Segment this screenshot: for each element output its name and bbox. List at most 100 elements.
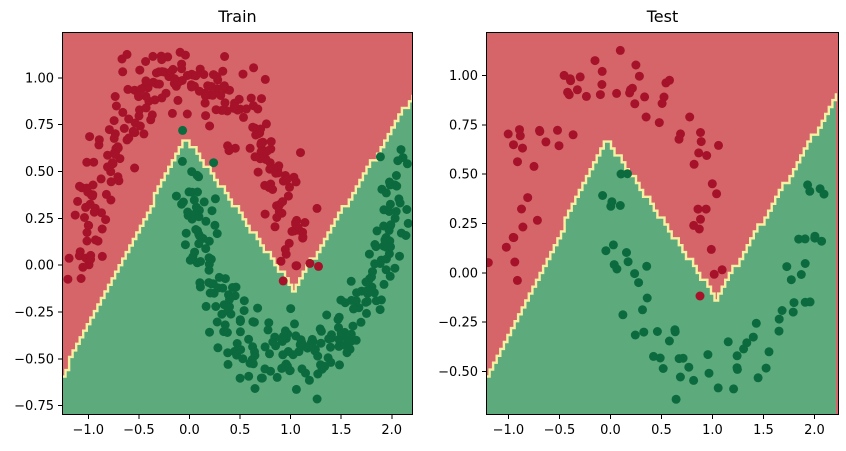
decision-boundary-line: [62, 94, 413, 378]
data-point: [191, 202, 201, 212]
data-point: [236, 316, 245, 326]
data-point: [118, 107, 128, 117]
data-point: [190, 209, 200, 219]
data-point: [260, 209, 270, 219]
data-point: [654, 118, 664, 128]
data-point: [581, 91, 591, 101]
y-tick-label: 0.75: [449, 118, 478, 133]
data-point: [370, 259, 380, 269]
data-point: [751, 318, 761, 328]
data-point: [777, 306, 787, 315]
x-tick-label: 1.0: [702, 423, 723, 438]
data-point: [218, 283, 228, 293]
data-point: [634, 71, 644, 81]
data-point: [379, 205, 389, 215]
data-point: [608, 240, 618, 250]
data-point: [180, 240, 190, 250]
data-point: [286, 304, 296, 314]
data-point: [239, 112, 248, 122]
data-point: [210, 220, 220, 230]
data-point: [282, 175, 292, 185]
data-point: [532, 215, 542, 225]
data-point: [213, 343, 223, 353]
data-point: [113, 172, 123, 182]
data-point: [291, 220, 301, 229]
y-tick-label: 1.00: [449, 69, 478, 84]
data-point: [695, 291, 705, 301]
data-point: [256, 124, 266, 134]
data-point: [235, 373, 245, 383]
data-point: [80, 213, 89, 222]
data-point: [239, 296, 249, 306]
data-point: [707, 179, 717, 189]
data-point: [228, 283, 237, 292]
data-point: [190, 247, 200, 257]
data-point: [739, 344, 749, 354]
data-point: [375, 152, 385, 162]
data-point: [204, 259, 214, 269]
data-point: [167, 108, 177, 118]
data-point: [315, 324, 325, 334]
data-point: [266, 137, 276, 147]
data-point: [748, 332, 758, 342]
data-point: [634, 278, 644, 288]
data-point: [124, 133, 134, 143]
data-point: [630, 99, 640, 109]
data-point: [181, 228, 191, 238]
data-point: [123, 84, 133, 94]
data-point: [510, 257, 520, 267]
data-point: [326, 342, 335, 352]
data-point: [141, 91, 151, 101]
data-point: [348, 321, 358, 331]
data-point: [119, 123, 129, 133]
data-point: [229, 102, 239, 112]
data-point: [281, 249, 291, 259]
x-tick-label: 0.5: [230, 423, 251, 438]
data-point: [222, 328, 232, 337]
data-point: [631, 60, 641, 70]
data-point: [223, 348, 233, 358]
data-point: [287, 226, 297, 236]
y-tick-label: −0.50: [438, 365, 478, 380]
data-point: [640, 92, 650, 102]
data-point: [212, 72, 222, 82]
data-point: [800, 259, 810, 268]
data-point: [103, 150, 113, 160]
data-point: [693, 204, 703, 214]
data-point: [219, 81, 229, 91]
data-point: [75, 181, 84, 191]
data-point: [296, 335, 306, 345]
data-point: [110, 92, 120, 101]
data-point: [122, 49, 132, 59]
data-point: [671, 394, 681, 404]
data-point: [82, 183, 92, 193]
data-point: [199, 70, 209, 79]
data-point: [395, 251, 404, 261]
data-point: [246, 93, 256, 103]
data-point: [141, 76, 151, 86]
data-point: [717, 265, 727, 275]
data-point: [89, 157, 99, 167]
data-point: [352, 288, 362, 298]
data-point: [97, 224, 107, 234]
data-point: [128, 126, 138, 136]
data-point: [195, 231, 205, 241]
axes-frame: [486, 32, 839, 415]
data-point: [704, 368, 714, 378]
data-point: [713, 383, 723, 393]
data-point: [761, 363, 771, 373]
test-plot-title: Test: [646, 7, 679, 26]
data-point: [187, 82, 196, 92]
data-point: [253, 167, 263, 177]
data-point: [253, 303, 263, 313]
data-point: [554, 141, 564, 151]
x-tick-label: 0.0: [600, 423, 621, 438]
data-point: [199, 197, 209, 207]
data-point: [291, 177, 301, 187]
data-point: [674, 354, 684, 364]
data-point: [512, 275, 522, 285]
data-point: [225, 294, 234, 304]
data-point: [249, 63, 259, 73]
data-point: [658, 364, 668, 373]
data-point: [402, 205, 412, 214]
